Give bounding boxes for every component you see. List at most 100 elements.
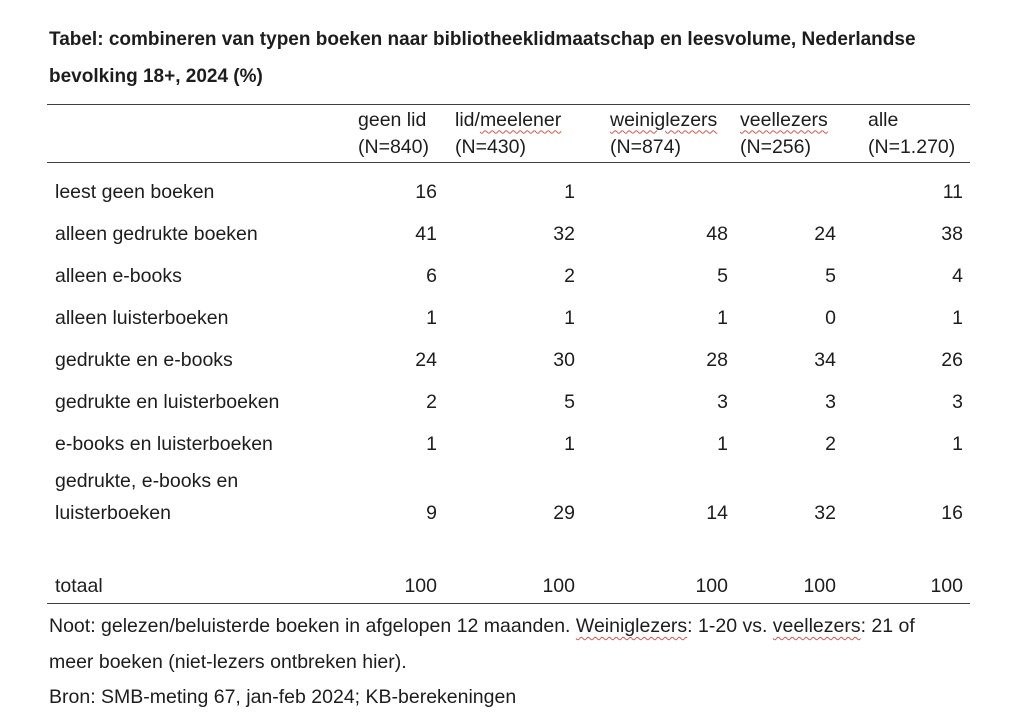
misspelled-word: weiniglezers xyxy=(610,108,718,131)
table-header-row: geen lid (N=840) lid/meelener (N=430) weinig… xyxy=(47,105,970,162)
value-cell: 34 xyxy=(814,348,836,371)
value-cell: 9 xyxy=(426,502,437,524)
column-header: weiniglezers (N=874) xyxy=(575,105,728,162)
text-run: lid/ xyxy=(455,108,480,131)
row-label-line: leest geen boeken xyxy=(55,180,215,203)
value-cell: 32 xyxy=(814,502,836,524)
value-cell: 16 xyxy=(415,180,437,203)
value-cell: 1 xyxy=(426,432,437,455)
value-cell: 1 xyxy=(564,306,575,329)
row-label-line: gedrukte en luisterboeken xyxy=(55,390,280,413)
value-cell: 26 xyxy=(941,348,963,371)
table-note: Noot: gelezen/beluisterde boeken in afge… xyxy=(49,608,915,680)
column-header-label: weiniglezers xyxy=(610,107,728,134)
table-rule-header-bottom xyxy=(47,162,970,163)
text-run: meer boeken (niet-lezers ontbreken hier)… xyxy=(49,651,407,673)
value-cell: 1 xyxy=(952,306,963,329)
misspelled-word: Weiniglezers xyxy=(575,615,688,637)
column-header: veellezers (N=256) xyxy=(728,105,836,162)
row-label: alleen gedrukte boeken xyxy=(47,223,352,246)
column-header-n: (N=840) xyxy=(358,135,429,158)
text-run: : 1-20 vs. xyxy=(687,615,773,637)
table-row: alleen e-books 6 2 5 5 4 xyxy=(47,255,970,297)
row-label: gedrukte, e-books en luisterboeken xyxy=(47,465,352,529)
column-header: lid/meelener (N=430) xyxy=(437,105,575,162)
value-cell: 1 xyxy=(952,432,963,455)
value-cell: 4 xyxy=(952,264,963,287)
table-note-line1: Noot: gelezen/beluisterde boeken in afge… xyxy=(49,608,915,644)
table-title-line1: Tabel: combineren van typen boeken naar … xyxy=(49,29,916,50)
value-cell: 11 xyxy=(942,180,963,203)
value-cell: 2 xyxy=(426,390,437,413)
table-row: alleen luisterboeken 1 1 1 0 1 xyxy=(47,297,970,339)
table-rule-bottom xyxy=(47,603,970,604)
data-table: geen lid (N=840) lid/meelener (N=430) weinig… xyxy=(47,104,970,604)
row-label: leest geen boeken xyxy=(47,181,352,204)
column-header-n: (N=430) xyxy=(455,135,526,158)
table-rule-top xyxy=(47,104,970,105)
value-cell: 100 xyxy=(930,574,963,597)
table-title-line2: bevolking 18+, 2024 (%) xyxy=(49,66,263,87)
value-cell: 1 xyxy=(564,180,575,203)
value-cell: 24 xyxy=(814,222,836,245)
value-cell: 3 xyxy=(952,390,963,413)
misspelled-word: veellezers xyxy=(772,615,861,637)
value-cell: 29 xyxy=(553,502,575,524)
column-header-label: alle xyxy=(868,107,963,134)
table-row: gedrukte, e-books en luisterboeken 9 29 14 32… xyxy=(47,465,970,529)
row-label-line: alleen e-books xyxy=(55,264,182,287)
column-header-n: (N=874) xyxy=(610,135,681,158)
table-source: Bron: SMB-meting 67, jan-feb 2024; KB-be… xyxy=(49,686,517,708)
value-cell: 2 xyxy=(825,432,836,455)
value-cell: 6 xyxy=(426,264,437,287)
value-cell: 41 xyxy=(415,222,437,245)
column-header-label: geen lid xyxy=(358,107,437,134)
row-label: alleen e-books xyxy=(47,265,352,288)
text-run: alle xyxy=(868,108,899,131)
value-cell: 32 xyxy=(553,222,575,245)
table-total-row: totaal 100 100 100 100 100 xyxy=(47,569,970,603)
column-header-n: (N=256) xyxy=(740,135,811,158)
value-cell: 3 xyxy=(717,390,728,413)
table-row: gedrukte en luisterboeken 2 5 3 3 3 xyxy=(47,381,970,423)
row-label-line: alleen gedrukte boeken xyxy=(55,222,258,245)
value-cell: 48 xyxy=(706,222,728,245)
row-label-line: luisterboeken xyxy=(55,502,171,524)
table-row: alleen gedrukte boeken 41 32 48 24 38 xyxy=(47,213,970,255)
row-label: e-books en luisterboeken xyxy=(47,433,352,456)
value-cell: 14 xyxy=(706,502,728,524)
value-cell: 100 xyxy=(695,574,728,597)
row-label-line: e-books en luisterboeken xyxy=(55,432,273,455)
value-cell: 1 xyxy=(426,306,437,329)
row-label: gedrukte en luisterboeken xyxy=(47,391,352,414)
row-label: gedrukte en e-books xyxy=(47,349,352,372)
value-cell: 5 xyxy=(717,264,728,287)
column-header: alle (N=1.270) xyxy=(836,105,963,162)
table-row: e-books en luisterboeken 1 1 1 2 1 xyxy=(47,423,970,465)
value-cell: 0 xyxy=(825,306,836,329)
value-cell: 5 xyxy=(825,264,836,287)
text-run: geen lid xyxy=(358,108,427,131)
value-cell: 1 xyxy=(564,432,575,455)
row-label: alleen luisterboeken xyxy=(47,307,352,330)
value-cell: 3 xyxy=(825,390,836,413)
table-row: leest geen boeken 16 1 11 xyxy=(47,171,970,213)
value-cell: 28 xyxy=(706,348,728,371)
table-row: gedrukte en e-books 24 30 28 34 26 xyxy=(47,339,970,381)
value-cell: 24 xyxy=(415,348,437,371)
value-cell: 1 xyxy=(717,432,728,455)
value-cell: 2 xyxy=(564,264,575,287)
row-label-line: gedrukte, e-books en xyxy=(55,470,239,492)
value-cell: 30 xyxy=(553,348,575,371)
column-header-label: lid/meelener xyxy=(455,107,575,134)
value-cell: 100 xyxy=(542,574,575,597)
row-label: totaal xyxy=(47,575,352,598)
misspelled-word: meelener xyxy=(479,108,562,131)
misspelled-word: veellezers xyxy=(740,108,828,131)
text-run: Noot: gelezen/beluisterde boeken in afge… xyxy=(49,615,576,637)
text-run: : 21 of xyxy=(860,615,915,637)
row-label-line: gedrukte en e-books xyxy=(55,348,233,371)
table-title: Tabel: combineren van typen boeken naar … xyxy=(49,21,916,95)
header-spacer xyxy=(47,105,352,162)
column-header-n: (N=1.270) xyxy=(868,135,956,158)
